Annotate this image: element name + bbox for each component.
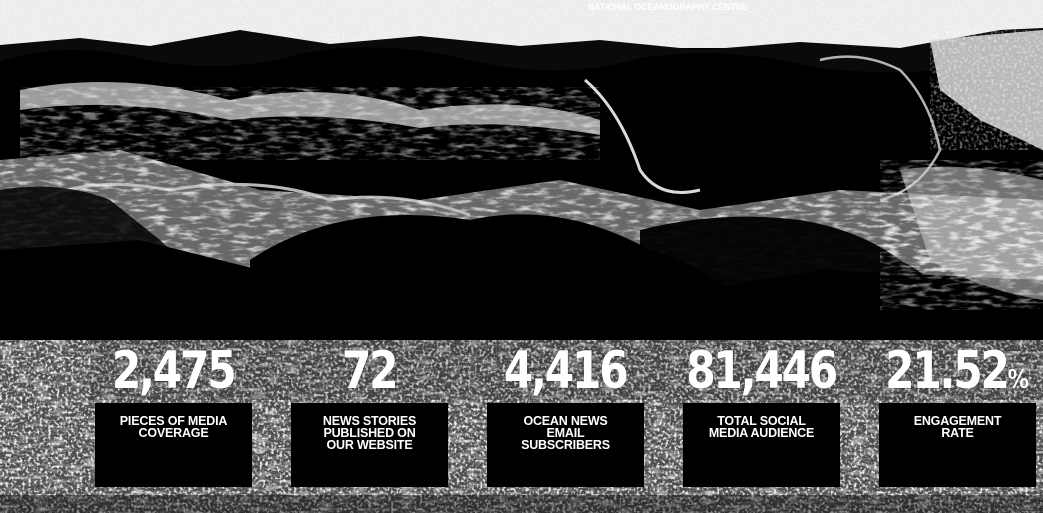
stat-value-text: 81,446: [686, 341, 838, 401]
stat-value: 81,446: [679, 340, 843, 411]
stat-value-text: 4,416: [503, 341, 629, 401]
stat-panel-news-stories: [291, 403, 448, 487]
stat-unit: %: [1007, 365, 1029, 395]
stat-engagement-rate: 21.52%: [857, 340, 1043, 411]
stat-label: OCEAN NEWS EMAIL SUBSCRIBERS: [521, 414, 610, 452]
stat-panel-email-subscribers: [487, 403, 644, 487]
stat-value: 72: [287, 340, 451, 411]
stat-value: 4,416: [483, 340, 647, 411]
stat-value-text: 2,475: [111, 341, 237, 401]
stat-value-text: 21.52: [885, 341, 1010, 401]
stat-news-stories: 72: [269, 340, 469, 411]
stat-email-subscribers: 4,416: [465, 340, 665, 411]
stat-value: 2,475: [91, 340, 255, 411]
stat-panel-media-coverage: [95, 403, 252, 487]
stat-social-audience: 81,446: [661, 340, 861, 411]
stat-panel-social-audience: [683, 403, 840, 487]
stat-label: ENGAGEMENT RATE: [913, 414, 1002, 440]
stat-value: 21.52%: [875, 340, 1039, 411]
stat-label: NEWS STORIES PUBLISHED ON OUR WEBSITE: [322, 414, 417, 452]
stat-panel-engagement-rate: [879, 403, 1036, 487]
organisation-name: NATIONAL OCEANOGRAPHY CENTRE: [588, 2, 748, 12]
stat-label: PIECES OF MEDIA COVERAGE: [119, 414, 228, 440]
stat-media-coverage: 2,475: [73, 340, 273, 411]
stat-value-text: 72: [341, 341, 399, 401]
stat-label: TOTAL SOCIAL MEDIA AUDIENCE: [708, 414, 815, 440]
